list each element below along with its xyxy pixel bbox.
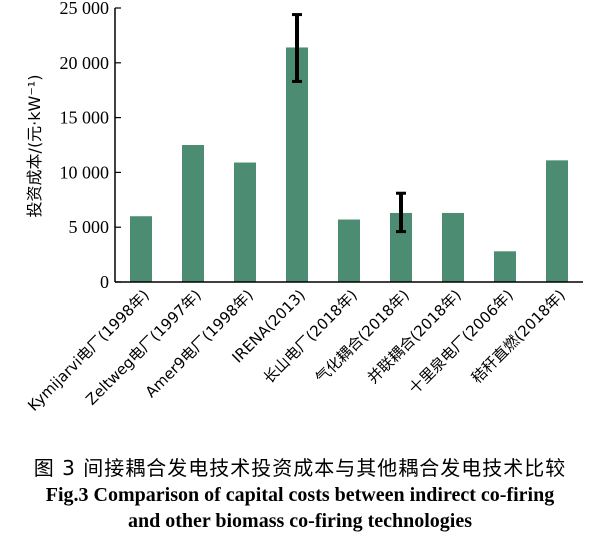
bar <box>494 251 516 282</box>
y-tick-label: 15 000 <box>60 108 110 128</box>
y-tick-label: 10 000 <box>60 162 110 182</box>
axes-group <box>114 8 583 283</box>
y-axis-label: 投资成本/(元·kW⁻¹) <box>25 75 44 218</box>
bar <box>182 145 204 282</box>
bar <box>130 216 152 282</box>
y-tick-label: 25 000 <box>60 0 110 18</box>
figure-caption-en-line1: Fig.3 Comparison of capital costs betwee… <box>45 484 555 506</box>
bars-group <box>130 47 568 283</box>
bar <box>390 212 412 282</box>
figure-caption-en-line2: and other biomass co-firing technologies <box>127 510 473 532</box>
x-tick-label: 秸秆直燃(2018年) <box>468 286 569 387</box>
y-ticks-group: 0 5 000 10 000 15 000 20 000 25 000 <box>60 0 121 292</box>
bar <box>234 162 256 282</box>
bar <box>442 212 464 282</box>
x-tick-label: 并联耦合(2018年) <box>364 286 465 387</box>
y-tick-label: 20 000 <box>60 53 110 73</box>
x-tick-label: 长山电厂(2018年) <box>260 286 361 387</box>
figure-caption-cn: 图 3 间接耦合发电技术投资成本与其他耦合发电技术比较 <box>33 456 567 480</box>
x-labels-group: Kymijarvi电厂(1998年)Zeltweg电厂(1997年)Amer9电… <box>24 286 569 415</box>
x-tick-label: 气化耦合(2018年) <box>312 286 413 387</box>
bar <box>338 219 360 282</box>
error-bars-group <box>292 13 406 234</box>
y-tick-label: 0 <box>100 272 109 292</box>
y-tick-label: 5 000 <box>69 217 110 237</box>
figure-caption-en: Fig.3 Comparison of capital costs betwee… <box>0 482 600 534</box>
bar-chart: 0 5 000 10 000 15 000 20 000 25 000 Kymijarvi… <box>24 0 583 415</box>
bar <box>546 160 568 282</box>
bar <box>286 47 308 283</box>
